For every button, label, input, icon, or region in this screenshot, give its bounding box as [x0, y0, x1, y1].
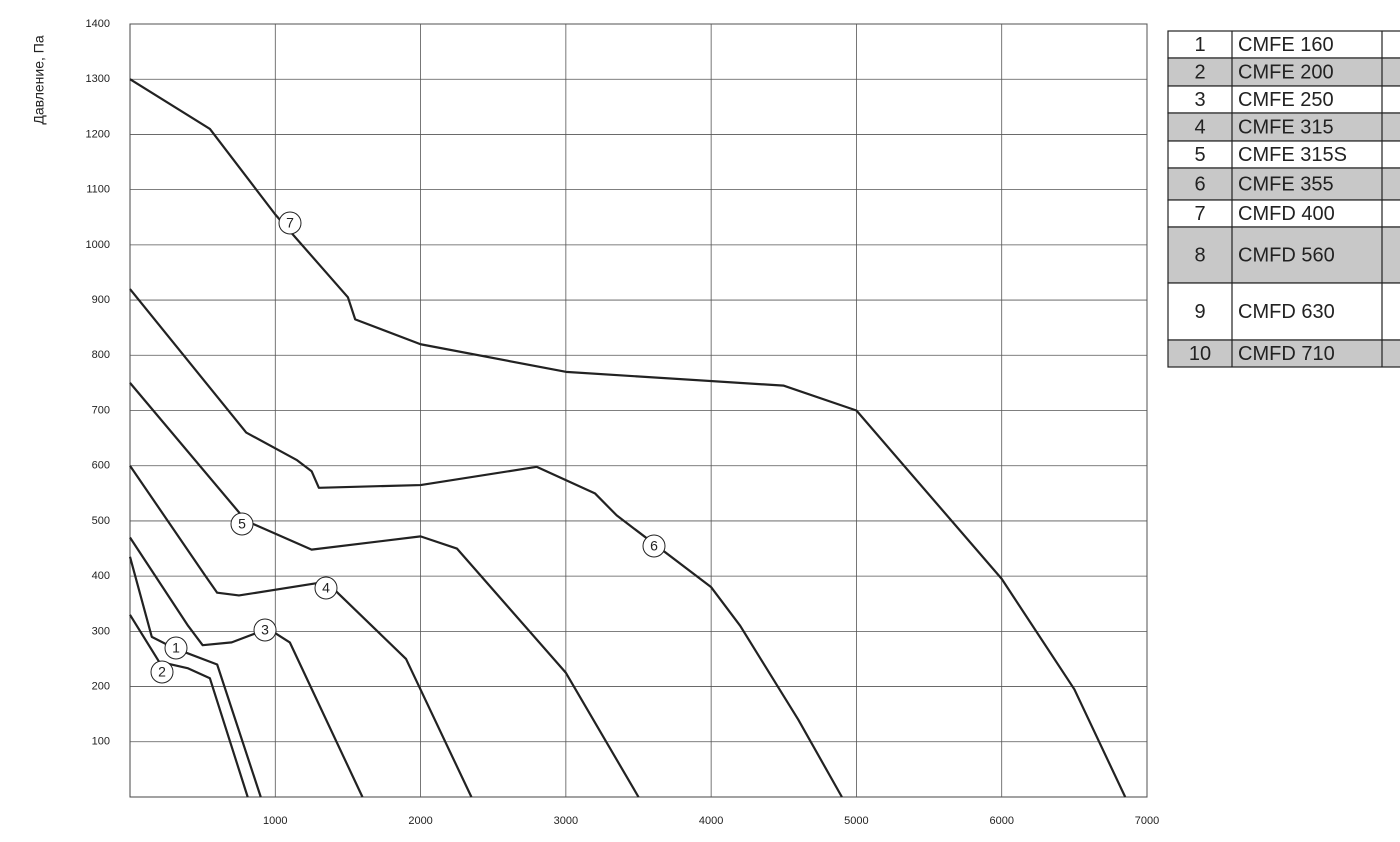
curve-label: 1: [172, 640, 180, 656]
table-cell: CMFE 200: [1238, 61, 1334, 83]
curve: [129, 288, 843, 798]
table-cell: CMFD 710: [1238, 343, 1335, 365]
table-cell: 9: [1194, 301, 1205, 323]
table-cell: 2: [1194, 61, 1205, 83]
curve-label: 3: [261, 622, 269, 638]
y-tick-label: 200: [92, 680, 110, 692]
curve-label-circle: [278, 211, 302, 235]
curve-label-circle: [164, 636, 188, 660]
y-tick-label: 1100: [86, 184, 110, 196]
y-tick-label: 1400: [86, 18, 110, 30]
x-tick-label: 2000: [408, 815, 432, 827]
table-cell: CMFE 315: [1238, 116, 1334, 138]
table-cell: 7: [1194, 203, 1205, 225]
y-tick-label: 800: [92, 349, 110, 361]
curve-label-circle: [642, 534, 666, 558]
y-tick-label: 500: [92, 515, 110, 527]
table-row: [1167, 57, 1400, 87]
curve: [128, 556, 262, 798]
table-cell: 4: [1194, 116, 1205, 138]
table-row: [1167, 112, 1400, 142]
curve-label-circle: [314, 576, 338, 600]
table-cell: CMFE 315S: [1238, 144, 1347, 166]
curve-label: 5: [238, 516, 246, 532]
y-tick-label: 1200: [86, 128, 110, 140]
curve-label-circle: [150, 660, 174, 684]
curve-label-circle: [253, 618, 277, 642]
y-tick-label: 600: [92, 460, 110, 472]
curve-label: 6: [650, 538, 658, 554]
table-row: [1167, 282, 1400, 341]
table-cell: 10: [1189, 343, 1211, 365]
y-tick-label: 300: [92, 625, 110, 637]
x-tick-label: 3000: [554, 815, 578, 827]
x-tick-label: 1000: [263, 815, 287, 827]
table-cell: 1: [1194, 34, 1205, 56]
y-tick-label: 100: [92, 736, 110, 748]
x-tick-label: 4000: [699, 815, 723, 827]
x-tick-label: 7000: [1135, 815, 1159, 827]
y-tick-label: 700: [92, 404, 110, 416]
x-tick-label: 5000: [844, 815, 868, 827]
table-cell: 8: [1194, 244, 1205, 266]
table-row: [1167, 199, 1400, 228]
table-cell: CMFD 400: [1238, 203, 1335, 225]
table-row: [1167, 30, 1400, 59]
table-cell: CMFE 355: [1238, 173, 1334, 195]
table-row: [1167, 339, 1400, 368]
curve-label: 4: [322, 580, 330, 596]
curve: [129, 465, 473, 798]
curve: [129, 382, 640, 798]
y-tick-label: 1300: [86, 73, 110, 85]
table-cell: 3: [1194, 89, 1205, 111]
curve-label-circle: [230, 512, 254, 536]
curve: [129, 614, 249, 798]
x-tick-label: 6000: [989, 815, 1013, 827]
curve-label: 2: [158, 664, 166, 680]
table-cell: CMFE 250: [1238, 89, 1334, 111]
table-cell: CMFD 560: [1238, 244, 1335, 266]
table-cell: CMFE 160: [1238, 34, 1334, 56]
y-tick-label: 900: [92, 294, 110, 306]
y-tick-label: 1000: [86, 239, 110, 251]
table-row: [1167, 140, 1400, 169]
curve-label: 7: [286, 215, 294, 231]
y-axis-label: Давление, Па: [31, 35, 47, 125]
table-cell: 6: [1194, 173, 1205, 195]
curve: [129, 78, 1127, 798]
table-cell: 5: [1194, 144, 1205, 166]
curve: [129, 536, 364, 798]
table-cell: CMFD 630: [1238, 301, 1335, 323]
table-row: [1167, 226, 1400, 284]
y-tick-label: 400: [92, 570, 110, 582]
table-row: [1167, 167, 1400, 201]
